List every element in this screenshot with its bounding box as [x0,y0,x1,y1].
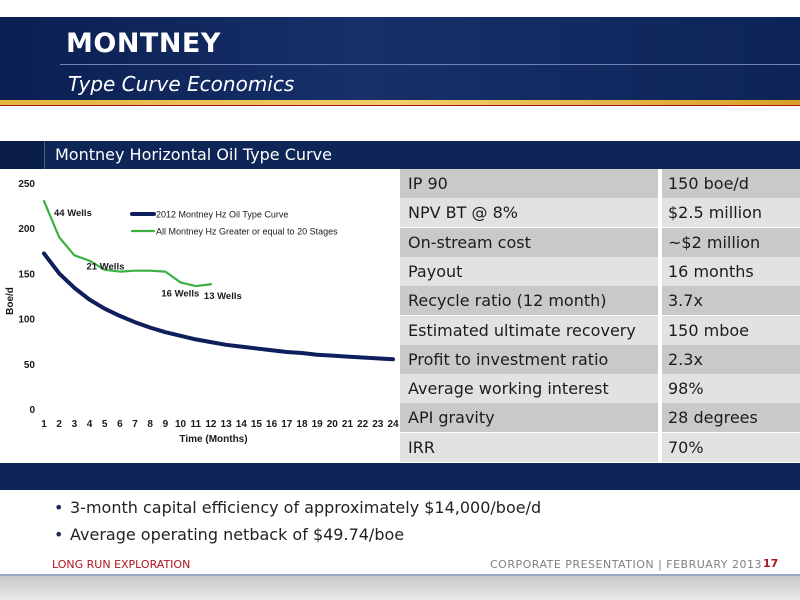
footer-bar [0,576,800,600]
x-tick-label: 15 [251,419,263,430]
bullet-dot-icon: • [54,498,64,517]
x-tick-label: 1 [41,419,47,430]
bullet-item: • Average operating netback of $49.74/boe [52,521,792,548]
header-top-stripe [0,0,800,17]
metric-row: Profit to investment ratio 2.3x [400,344,800,374]
metric-value: 98% [662,374,800,404]
x-tick-label: 8 [147,419,153,430]
x-tick-label: 7 [132,419,138,430]
metric-value: 2.3x [662,344,800,374]
metric-label: On-stream cost [400,227,658,257]
legend-label: All Montney Hz Greater or equal to 20 St… [156,227,338,237]
x-tick-label: 14 [236,419,248,430]
x-tick-label: 13 [221,419,233,430]
metric-row: IP 90 150 boe/d [400,169,800,198]
section-title: Montney Horizontal Oil Type Curve [55,145,332,164]
header-red-stripe [0,105,800,106]
x-tick-label: 9 [163,419,169,430]
metric-label: Recycle ratio (12 month) [400,286,658,316]
metric-value: 3.7x [662,286,800,316]
metric-label: IRR [400,432,658,462]
economics-table: IP 90 150 boe/d NPV BT @ 8% $2.5 million On-… [400,169,800,463]
metric-value: $2.5 million [662,198,800,228]
metric-row: On-stream cost ~$2 million [400,227,800,257]
slide-title: MONTNEY [66,28,221,59]
x-tick-label: 21 [342,419,354,430]
presentation-title: CORPORATE PRESENTATION | FEBRUARY 2013 [490,558,762,571]
x-tick-label: 3 [72,419,78,430]
bullet-text: Average operating netback of $49.74/boe [70,525,405,544]
bullet-dot-icon: • [54,525,64,544]
legend-label: 2012 Montney Hz Oil Type Curve [156,210,288,220]
y-tick-label: 150 [18,269,35,280]
series-line-1 [42,251,395,362]
metric-label: Average working interest [400,374,658,404]
bullet-item: • 3-month capital efficiency of approxima… [52,494,792,521]
metric-label: API gravity [400,403,658,433]
x-tick-label: 22 [357,419,369,430]
company-name: LONG RUN EXPLORATION [52,558,191,571]
x-tick-label: 24 [387,419,399,430]
metric-value: 16 months [662,256,800,286]
section-banner-tab [0,141,45,169]
x-tick-label: 11 [190,419,201,430]
y-tick-label: 250 [18,179,35,190]
metric-value: 28 degrees [662,403,800,433]
metric-row: API gravity 28 degrees [400,403,800,433]
x-tick-label: 5 [102,419,108,430]
bullet-text: 3-month capital efficiency of approximat… [70,498,542,517]
y-axis-label: Boe/d [5,287,16,315]
metric-row: Payout 16 months [400,256,800,286]
series-line-2 [42,199,213,288]
metric-row: IRR 70% [400,432,800,462]
x-tick-label: 20 [327,419,339,430]
well-count-annotation: 16 Wells [161,288,199,299]
page-number: 17 [763,557,779,570]
metric-label: Profit to investment ratio [400,344,658,374]
metric-value: 150 mboe [662,315,800,345]
x-tick-label: 2 [56,419,62,430]
x-tick-label: 12 [205,419,217,430]
y-tick-label: 0 [29,405,35,416]
metric-label: IP 90 [400,169,658,198]
metric-value: ~$2 million [662,227,800,257]
x-tick-label: 19 [312,419,324,430]
x-tick-label: 23 [372,419,384,430]
footer-band [0,463,800,490]
well-count-annotation: 13 Wells [204,291,242,302]
y-tick-label: 200 [18,224,35,235]
metric-row: Estimated ultimate recovery 150 mboe [400,315,800,345]
metric-row: NPV BT @ 8% $2.5 million [400,198,800,228]
x-tick-label: 17 [281,419,293,430]
y-tick-label: 50 [24,360,36,371]
x-tick-label: 16 [266,419,278,430]
section-banner [0,141,800,169]
key-points-list: • 3-month capital efficiency of approxima… [52,494,792,548]
x-tick-label: 18 [296,419,308,430]
x-axis-label: Time (Months) [179,434,247,445]
metric-label: NPV BT @ 8% [400,198,658,228]
metric-value: 70% [662,432,800,462]
slide-subtitle: Type Curve Economics [68,72,295,96]
well-count-annotation: 44 Wells [54,208,92,219]
header-gold-stripe [0,100,800,105]
metric-row: Average working interest 98% [400,374,800,404]
metric-row: Recycle ratio (12 month) 3.7x [400,286,800,316]
metric-label: Payout [400,256,658,286]
metric-label: Estimated ultimate recovery [400,315,658,345]
footer-rule [0,574,800,576]
slide-header [0,0,800,106]
x-tick-label: 4 [87,419,93,430]
x-tick-label: 10 [175,419,187,430]
well-count-annotation: 21 Wells [87,261,125,272]
header-divider [60,64,800,65]
metric-value: 150 boe/d [662,169,800,198]
x-tick-label: 6 [117,419,123,430]
y-tick-label: 100 [18,315,35,326]
